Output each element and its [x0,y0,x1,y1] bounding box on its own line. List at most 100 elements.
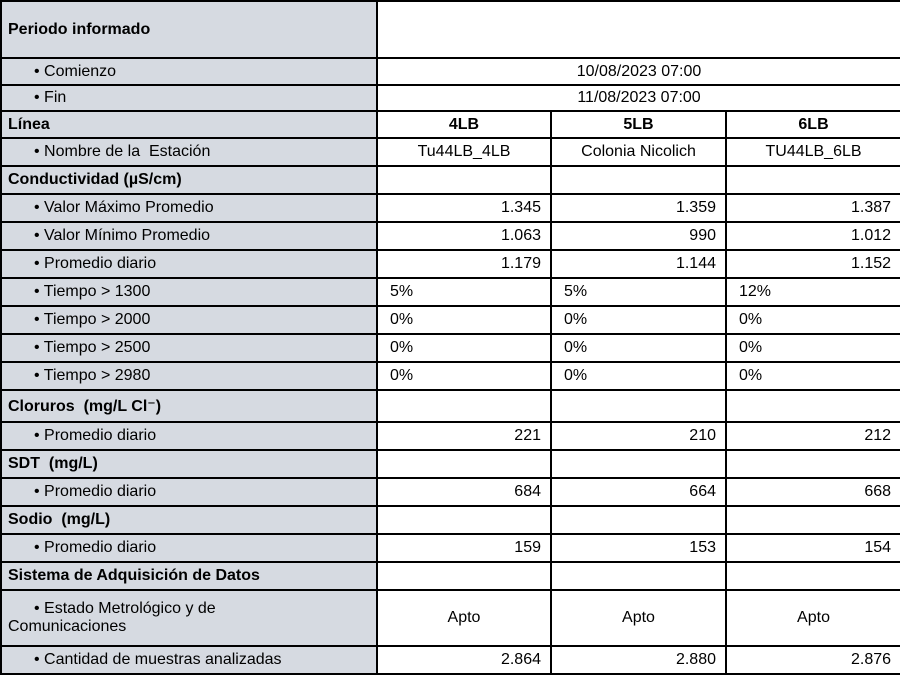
row-conductividad-title: Conductividad (µS/cm) [0,165,900,195]
empty-cell [376,389,552,423]
section-title-conductividad: Conductividad (µS/cm) [0,165,378,195]
label-tiempo-2000: • Tiempo > 2000 [0,305,378,335]
periodo-empty-cell [375,0,900,59]
label-valor-minimo: • Valor Mínimo Promedio [0,221,378,251]
empty-cell [376,449,552,479]
value-estacion-5lb: Colonia Nicolich [550,137,727,167]
column-header-4lb: 4LB [376,110,552,139]
empty-cell [724,505,900,535]
row-valor-minimo: • Valor Mínimo Promedio 1.063 990 1.012 [0,221,900,251]
value-cell: 154 [724,533,900,563]
value-cell: 1.063 [376,221,552,251]
value-cell: 684 [376,477,552,507]
empty-cell [724,165,900,195]
row-tiempo-1300: • Tiempo > 1300 5% 5% 12% [0,277,900,307]
value-fin: 11/08/2023 07:00 [375,84,900,112]
row-cloruros-title: Cloruros (mg/L Cl⁻) [0,389,900,423]
value-cell: 668 [724,477,900,507]
value-cell: 1.144 [550,249,727,279]
value-cell: 0% [376,305,552,335]
empty-cell [376,165,552,195]
value-cell: 1.179 [376,249,552,279]
label-estado-metrologico: • Estado Metrológico y de Comunicaciones [0,589,378,647]
label-tiempo-2500: • Tiempo > 2500 [0,333,378,363]
empty-cell [724,449,900,479]
value-cell: 153 [550,533,727,563]
label-valor-maximo: • Valor Máximo Promedio [0,193,378,223]
row-estado-metrologico: • Estado Metrológico y de Comunicaciones… [0,589,900,647]
value-comienzo: 10/08/2023 07:00 [375,57,900,86]
value-cell: 5% [376,277,552,307]
row-cantidad-muestras: • Cantidad de muestras analizadas 2.864 … [0,645,900,675]
empty-cell [724,389,900,423]
label-cantidad-muestras: • Cantidad de muestras analizadas [0,645,378,675]
value-cell: 12% [724,277,900,307]
row-nombre-estacion: • Nombre de la Estación Tu44LB_4LB Colon… [0,137,900,167]
label-promedio-diario: • Promedio diario [0,533,378,563]
row-promedio-diario-sdt: • Promedio diario 684 664 668 [0,477,900,507]
value-cell: 0% [376,361,552,391]
section-title-sistema: Sistema de Adquisición de Datos [0,561,378,591]
value-cell: 1.012 [724,221,900,251]
value-estacion-6lb: TU44LB_6LB [724,137,900,167]
value-estacion-4lb: Tu44LB_4LB [376,137,552,167]
value-cell: 159 [376,533,552,563]
section-title-linea: Línea [0,110,378,139]
value-apto-6lb: Apto [724,589,900,647]
value-cell: 1.152 [724,249,900,279]
value-cell: 1.359 [550,193,727,223]
value-cell: 212 [724,421,900,451]
row-promedio-diario-conductividad: • Promedio diario 1.179 1.144 1.152 [0,249,900,279]
empty-cell [550,561,727,591]
row-valor-maximo: • Valor Máximo Promedio 1.345 1.359 1.38… [0,193,900,223]
row-sistema-title: Sistema de Adquisición de Datos [0,561,900,591]
section-title-periodo: Periodo informado [0,0,378,59]
value-cell: 2.876 [724,645,900,675]
value-cell: 990 [550,221,727,251]
value-cell: 5% [550,277,727,307]
value-cell: 0% [550,361,727,391]
value-apto-4lb: Apto [376,589,552,647]
label-promedio-diario: • Promedio diario [0,249,378,279]
value-cell: 0% [550,333,727,363]
label-promedio-diario: • Promedio diario [0,477,378,507]
empty-cell [376,561,552,591]
value-cell: 0% [724,333,900,363]
column-header-5lb: 5LB [550,110,727,139]
row-sodio-title: Sodio (mg/L) [0,505,900,535]
section-title-sdt: SDT (mg/L) [0,449,378,479]
empty-cell [724,561,900,591]
section-title-sodio: Sodio (mg/L) [0,505,378,535]
value-cell: 0% [724,305,900,335]
label-nombre-estacion: • Nombre de la Estación [0,137,378,167]
empty-cell [550,165,727,195]
value-cell: 2.864 [376,645,552,675]
value-cell: 1.345 [376,193,552,223]
value-cell: 221 [376,421,552,451]
row-promedio-diario-cloruros: • Promedio diario 221 210 212 [0,421,900,451]
value-cell: 2.880 [550,645,727,675]
row-fin: • Fin 11/08/2023 07:00 [0,84,900,112]
empty-cell [376,505,552,535]
row-periodo-informado: Periodo informado [0,0,900,59]
column-header-6lb: 6LB [724,110,900,139]
empty-cell [550,449,727,479]
row-linea: Línea 4LB 5LB 6LB [0,110,900,139]
value-apto-5lb: Apto [550,589,727,647]
value-cell: 210 [550,421,727,451]
empty-cell [550,505,727,535]
value-cell: 0% [376,333,552,363]
row-tiempo-2500: • Tiempo > 2500 0% 0% 0% [0,333,900,363]
label-tiempo-2980: • Tiempo > 2980 [0,361,378,391]
row-tiempo-2980: • Tiempo > 2980 0% 0% 0% [0,361,900,391]
value-cell: 664 [550,477,727,507]
row-sdt-title: SDT (mg/L) [0,449,900,479]
label-fin: • Fin [0,84,378,112]
section-title-cloruros: Cloruros (mg/L Cl⁻) [0,389,378,423]
label-tiempo-1300: • Tiempo > 1300 [0,277,378,307]
label-comienzo: • Comienzo [0,57,378,86]
value-cell: 0% [550,305,727,335]
label-promedio-diario: • Promedio diario [0,421,378,451]
row-promedio-diario-sodio: • Promedio diario 159 153 154 [0,533,900,563]
